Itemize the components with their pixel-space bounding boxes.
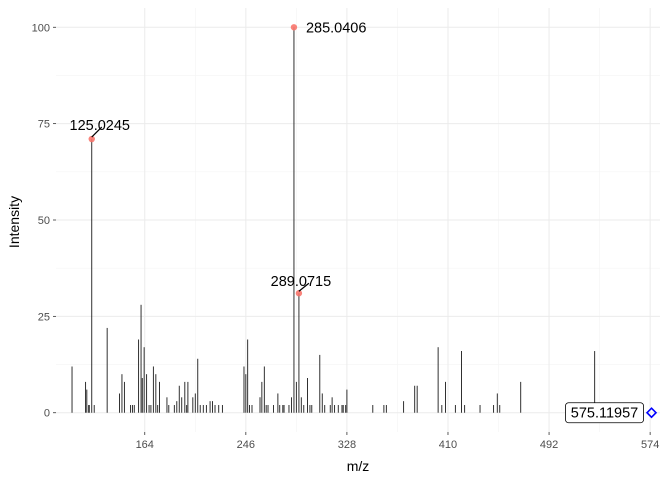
x-axis-title: m/z [347, 458, 370, 474]
peak-annotation-label: 289.0715 [271, 274, 331, 290]
x-tick-label: 574 [641, 439, 659, 451]
grid-lines [56, 8, 660, 432]
peak-annotation-label: 285.0406 [306, 20, 366, 36]
peak-lines [71, 27, 596, 413]
y-tick-label: 50 [38, 215, 50, 227]
y-axis-title: Intensity [6, 196, 22, 248]
y-tick-label: 100 [32, 22, 50, 34]
highlight-point [88, 135, 95, 143]
y-tick-label: 0 [44, 408, 50, 420]
x-tick-label: 328 [338, 439, 356, 451]
precursor-diamond [645, 407, 658, 419]
y-tick-label: 75 [38, 119, 50, 131]
precursor-label: 575.11957 [571, 406, 638, 422]
highlight-point [290, 24, 298, 31]
axis-ticks: 164 246 328 410 492 574 0 25 50 75 100 [32, 22, 660, 451]
x-tick-label: 246 [237, 439, 255, 451]
x-tick-label: 164 [136, 439, 154, 451]
highlight-point [295, 290, 303, 297]
highlight-markers [88, 24, 658, 419]
peak-annotations: 285.0406 125.0245 289.0715 575.11957 [70, 20, 644, 424]
y-tick-label: 25 [38, 311, 50, 323]
x-tick-label: 492 [540, 439, 558, 451]
peak-annotation-label: 125.0245 [70, 118, 130, 134]
annotation-leader [298, 282, 310, 292]
annotation-leader [91, 126, 103, 138]
x-tick-label: 410 [439, 439, 457, 451]
precursor-label-box [565, 402, 644, 424]
